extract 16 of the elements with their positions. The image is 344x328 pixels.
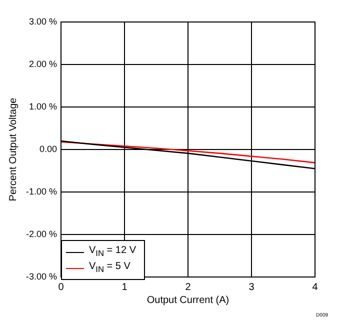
legend-label: V$_{IN}$ = 5 V bbox=[89, 260, 130, 276]
x-tick-label: 1 bbox=[122, 282, 128, 293]
x-axis-title: Output Current (A) bbox=[146, 294, 230, 306]
x-tick-label: 2 bbox=[185, 282, 192, 293]
y-tick-label: 2.00 % bbox=[28, 58, 57, 69]
y-tick-label: -3.00 % bbox=[26, 271, 57, 282]
legend-label: V$_{IN}$ = 12 V bbox=[89, 244, 136, 260]
x-tick-label: 3 bbox=[248, 282, 255, 293]
x-tick-label: 0 bbox=[58, 282, 64, 293]
y-tick-label: 0.00 bbox=[39, 144, 57, 154]
x-tick-label: 4 bbox=[312, 282, 318, 293]
y-tick-label: -2.00 % bbox=[26, 228, 57, 239]
y-axis-title: Percent Output Voltage bbox=[8, 97, 19, 202]
y-tick-label: 3.00 % bbox=[28, 16, 57, 26]
y-tick-label: -1.00 % bbox=[26, 186, 57, 196]
y-tick-label: 1.00 % bbox=[28, 101, 57, 112]
